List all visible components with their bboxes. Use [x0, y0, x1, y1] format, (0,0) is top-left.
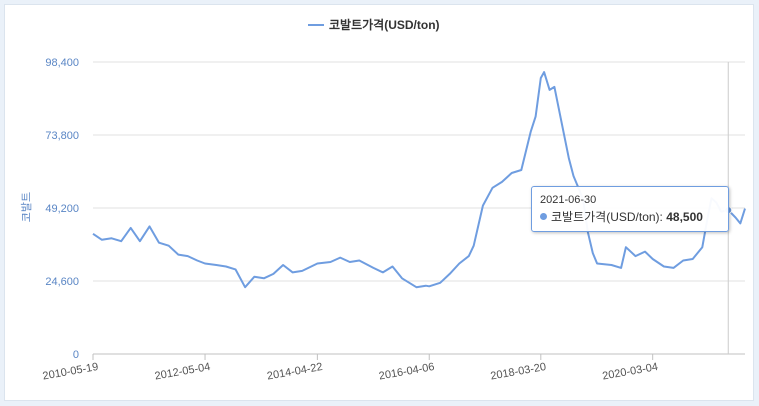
- y-tick-label-4: 98,400: [45, 57, 79, 69]
- tooltip-row: 코발트가격(USD/ton): 48,500: [540, 210, 720, 225]
- tooltip-series-name: 코발트가격(USD/ton): [551, 210, 660, 224]
- tooltip: 2021-06-30 코발트가격(USD/ton): 48,500: [531, 186, 729, 232]
- legend[interactable]: 코발트가격(USD/ton): [308, 17, 440, 32]
- grid-lines: [93, 61, 745, 355]
- tooltip-value: 48,500: [666, 210, 703, 224]
- x-tick-label-3: 2016-04-06: [378, 361, 436, 383]
- x-tick-label-0: 2010-05-19: [42, 361, 100, 383]
- x-axis-ticks: 2010-05-19 2012-05-04 2014-04-22 2016-04-06…: [42, 354, 659, 383]
- y-axis-label: 코발트: [20, 192, 33, 222]
- x-tick-label-5: 2020-03-04: [601, 361, 659, 383]
- x-tick-label-4: 2018-03-20: [490, 361, 548, 383]
- tooltip-date: 2021-06-30: [540, 194, 597, 206]
- tooltip-series-dot: [540, 213, 547, 220]
- x-tick-label-1: 2012-05-04: [154, 361, 212, 383]
- series-line-0: [92, 71, 746, 289]
- y-tick-label-1: 24,600: [45, 276, 79, 288]
- y-tick-label-3: 73,800: [45, 130, 79, 142]
- y-tick-label-0: 0: [73, 349, 79, 361]
- y-tick-label-2: 49,200: [45, 203, 79, 215]
- y-axis-ticks: 0 24,600 49,200 73,800 98,400: [45, 57, 79, 361]
- legend-label: 코발트가격(USD/ton): [329, 17, 440, 32]
- series-layer: [92, 71, 746, 289]
- x-tick-label-2: 2014-04-22: [266, 361, 324, 383]
